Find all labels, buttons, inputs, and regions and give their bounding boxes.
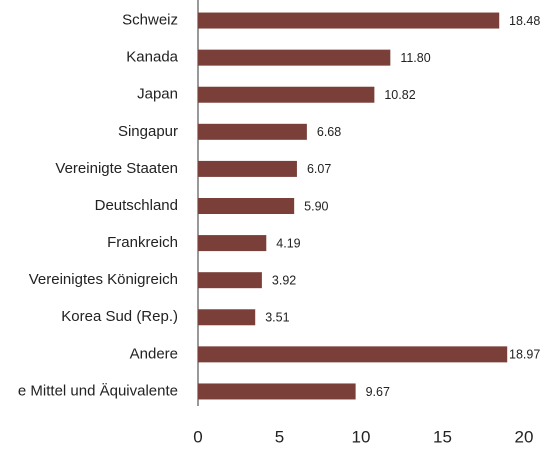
bar <box>198 309 256 326</box>
bar <box>198 198 295 214</box>
bar <box>198 346 508 363</box>
x-tick-label: 0 <box>193 427 202 446</box>
y-tick-label: Japan <box>137 86 178 103</box>
bar <box>198 272 262 289</box>
y-tick-label: Andere <box>130 345 178 362</box>
value-label: 3.51 <box>265 311 289 325</box>
y-tick-label: Frankreich <box>107 234 178 251</box>
y-tick-label: e Mittel und Äquivalente <box>18 382 178 399</box>
y-tick-label: Deutschland <box>95 197 178 214</box>
y-tick-label: Vereinigte Staaten <box>55 160 178 177</box>
value-label: 9.67 <box>366 385 390 399</box>
value-label: 5.90 <box>304 199 328 213</box>
value-label: 10.82 <box>384 88 415 102</box>
y-tick-label: Singapur <box>118 123 178 140</box>
y-tick-label: Kanada <box>126 49 178 66</box>
bar <box>198 160 297 177</box>
value-label: 6.68 <box>317 125 341 139</box>
bar <box>198 383 356 400</box>
value-label: 4.19 <box>276 236 300 250</box>
bar <box>198 49 391 66</box>
y-tick-label: Vereinigtes Königreich <box>29 271 178 288</box>
x-tick-label: 10 <box>352 427 371 446</box>
x-tick-label: 15 <box>433 427 452 446</box>
x-tick-label: 20 <box>515 427 534 446</box>
value-label: 3.92 <box>272 273 296 287</box>
bar <box>198 12 500 29</box>
value-label: 6.07 <box>307 162 331 176</box>
y-tick-label: Schweiz <box>122 12 178 29</box>
bar <box>198 123 307 140</box>
value-label: 18.97 <box>509 348 540 362</box>
value-label: 18.48 <box>509 14 540 28</box>
bar <box>198 235 267 252</box>
y-tick-label: Korea Sud (Rep.) <box>61 308 178 325</box>
bar <box>198 86 375 103</box>
value-label: 11.80 <box>400 51 430 65</box>
x-tick-label: 5 <box>275 427 284 446</box>
